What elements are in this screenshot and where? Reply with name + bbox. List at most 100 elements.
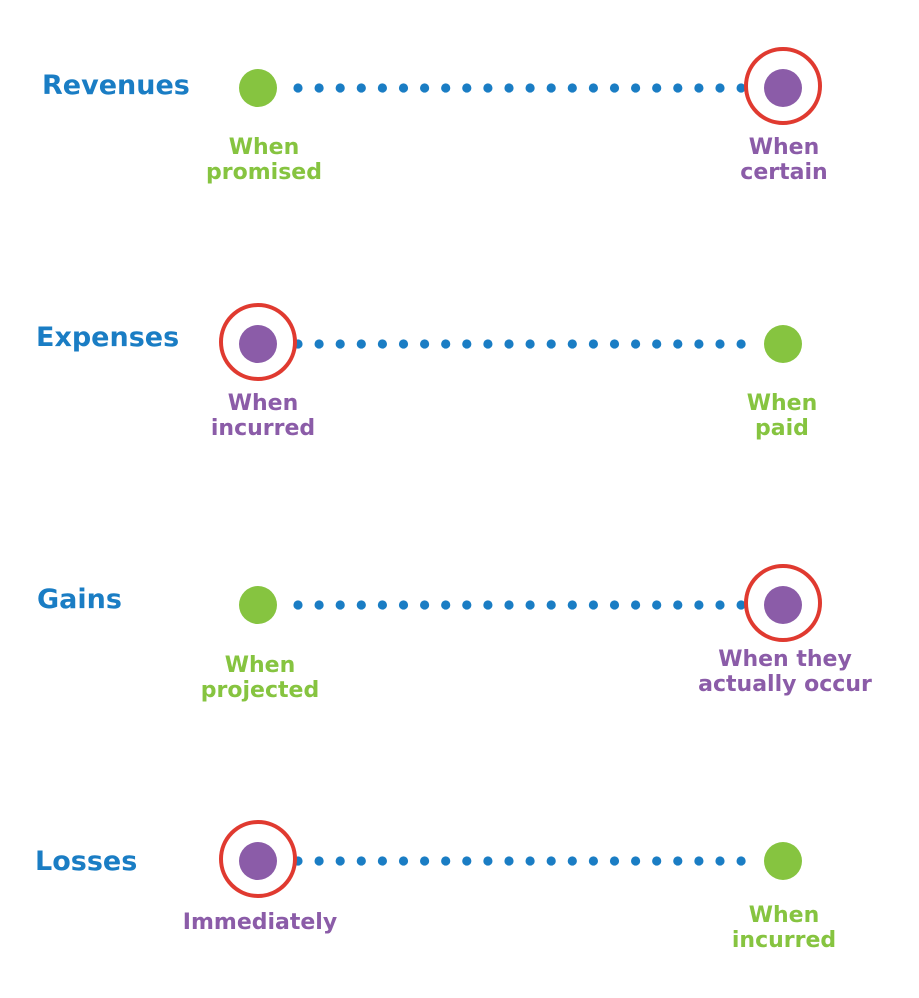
left-caption: When incurred: [153, 391, 373, 441]
caption-line: paid: [755, 416, 809, 441]
caption-line: When they: [718, 647, 852, 672]
connector-dot: [546, 339, 556, 349]
connector-dot: [462, 856, 472, 866]
connector-dot: [483, 339, 493, 349]
connector-dot: [715, 83, 725, 93]
left-point: [239, 586, 277, 624]
connector-dot: [609, 83, 620, 93]
connector-dot: [441, 83, 451, 93]
dotted-connector: [293, 339, 746, 349]
connector-dot: [335, 600, 345, 610]
caption-line: promised: [206, 160, 322, 185]
row-revenues: Revenues When promised When certain: [0, 0, 919, 220]
connector-dot: [314, 600, 324, 610]
right-point: [764, 842, 802, 880]
connector-dot: [398, 856, 409, 866]
connector-dot: [335, 856, 345, 866]
right-point: [764, 586, 802, 624]
row-losses: Losses Immediately When incurred: [0, 773, 919, 993]
connector-dot: [420, 83, 430, 93]
caption-line: certain: [740, 160, 828, 185]
connector-dot: [441, 856, 451, 866]
connector-dot: [293, 600, 303, 610]
caption-line: actually occur: [698, 672, 872, 697]
connector-dot: [420, 856, 430, 866]
connector-dot: [420, 339, 430, 349]
connector-dot: [736, 600, 746, 610]
highlight-ring: [219, 820, 297, 898]
left-caption: When projected: [150, 653, 370, 703]
connector-dot: [673, 856, 683, 866]
connector-dot: [609, 856, 620, 866]
caption-line: When: [228, 135, 300, 160]
connector-dot: [398, 339, 409, 349]
connector-dot: [335, 83, 345, 93]
connector-dot: [525, 83, 535, 93]
connector-dot: [462, 600, 472, 610]
connector-dot: [356, 83, 366, 93]
connector-dot: [525, 339, 535, 349]
connector-dot: [588, 83, 599, 93]
connector-dot: [567, 856, 577, 866]
connector-dot: [441, 600, 451, 610]
caption-line: When: [748, 903, 820, 928]
connector-dot: [546, 600, 556, 610]
connector-dot: [631, 339, 641, 349]
connector-dot: [314, 339, 324, 349]
connector-dot: [694, 339, 704, 349]
connector-dot: [652, 339, 662, 349]
connector-dot: [631, 83, 641, 93]
dotted-connector: [293, 600, 746, 610]
connector-dot: [441, 339, 451, 349]
caption-line: Immediately: [182, 910, 338, 935]
connector-dot: [609, 600, 620, 610]
connector-dot: [462, 83, 472, 93]
connector-dot: [609, 339, 620, 349]
timeline-track: [219, 820, 802, 898]
connector-dot: [588, 600, 599, 610]
right-point: [764, 69, 802, 107]
highlight-ring: [744, 564, 822, 642]
connector-dot: [736, 856, 746, 866]
connector-dot: [483, 600, 493, 610]
timeline-track: [239, 564, 822, 642]
highlight-ring: [219, 303, 297, 381]
connector-dot: [504, 600, 514, 610]
connector-dot: [377, 600, 387, 610]
connector-dot: [567, 339, 577, 349]
connector-dot: [314, 856, 324, 866]
connector-dot: [673, 83, 683, 93]
connector-dot: [588, 856, 599, 866]
right-caption: When incurred: [674, 903, 894, 953]
connector-dot: [736, 83, 746, 93]
connector-dot: [293, 83, 303, 93]
connector-dot: [504, 856, 514, 866]
caption-line: incurred: [210, 416, 316, 441]
row-label: Revenues: [42, 70, 190, 101]
connector-dot: [398, 83, 409, 93]
connector-dot: [525, 856, 535, 866]
caption-line: When: [746, 391, 818, 416]
highlight-ring: [744, 47, 822, 125]
connector-dot: [652, 856, 662, 866]
connector-dot: [694, 856, 704, 866]
caption-line: projected: [200, 678, 320, 703]
connector-dot: [314, 83, 324, 93]
right-caption: When paid: [672, 391, 892, 441]
connector-dot: [673, 600, 683, 610]
left-caption: When promised: [154, 135, 374, 185]
row-label: Gains: [37, 584, 122, 615]
connector-dot: [462, 339, 472, 349]
right-caption: When certain: [674, 135, 894, 185]
connector-dot: [546, 856, 556, 866]
connector-dot: [673, 339, 683, 349]
left-point: [239, 842, 277, 880]
connector-dot: [356, 339, 366, 349]
connector-dot: [652, 600, 662, 610]
connector-dot: [567, 600, 577, 610]
connector-dot: [631, 600, 641, 610]
connector-dot: [694, 83, 704, 93]
right-point: [764, 325, 802, 363]
caption-line: incurred: [731, 928, 837, 953]
connector-dot: [398, 600, 409, 610]
